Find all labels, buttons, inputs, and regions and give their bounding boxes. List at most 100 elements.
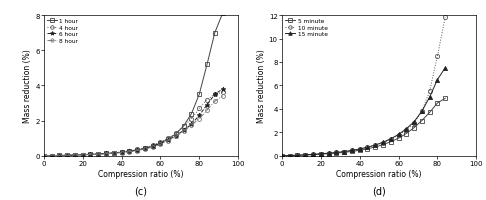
10 minute bbox=[279, 155, 285, 157]
8 hour bbox=[95, 153, 101, 156]
4 hour bbox=[142, 147, 148, 149]
6 hour bbox=[64, 154, 70, 157]
6 hour bbox=[196, 115, 202, 117]
1 hour bbox=[173, 133, 179, 135]
4 hour bbox=[165, 137, 171, 140]
5 minute bbox=[326, 153, 331, 155]
6 hour bbox=[87, 153, 93, 156]
10 minute bbox=[388, 138, 394, 141]
4 hour bbox=[111, 152, 117, 154]
8 hour bbox=[204, 109, 210, 112]
10 minute bbox=[364, 146, 370, 149]
4 hour bbox=[95, 153, 101, 155]
4 hour bbox=[80, 154, 86, 156]
15 minute bbox=[434, 79, 440, 81]
4 hour bbox=[56, 154, 62, 157]
15 minute bbox=[310, 153, 316, 156]
10 minute bbox=[442, 17, 448, 20]
8 hour bbox=[72, 154, 78, 156]
6 hour bbox=[204, 104, 210, 106]
Y-axis label: Mass reduction (%): Mass reduction (%) bbox=[23, 49, 32, 123]
6 hour bbox=[134, 149, 140, 152]
5 minute bbox=[434, 102, 440, 105]
1 hour bbox=[95, 153, 101, 155]
15 minute bbox=[302, 154, 308, 156]
15 minute bbox=[419, 110, 425, 113]
15 minute bbox=[349, 149, 355, 152]
5 minute bbox=[396, 137, 401, 140]
4 hour bbox=[87, 153, 93, 156]
15 minute bbox=[427, 96, 433, 99]
4 hour bbox=[181, 125, 187, 127]
10 minute bbox=[434, 56, 440, 58]
6 hour bbox=[142, 147, 148, 150]
5 minute bbox=[287, 155, 293, 157]
1 hour bbox=[212, 32, 218, 35]
4 hour bbox=[41, 155, 47, 157]
1 hour bbox=[111, 152, 117, 154]
5 minute bbox=[333, 152, 339, 155]
5 minute bbox=[442, 98, 448, 100]
8 hour bbox=[173, 136, 179, 138]
6 hour bbox=[173, 135, 179, 137]
1 hour bbox=[119, 151, 124, 154]
10 minute bbox=[403, 129, 409, 132]
8 hour bbox=[111, 152, 117, 155]
5 minute bbox=[403, 133, 409, 135]
1 hour bbox=[220, 13, 226, 15]
10 minute bbox=[302, 154, 308, 156]
5 minute bbox=[380, 144, 386, 146]
4 hour bbox=[119, 151, 124, 153]
8 hour bbox=[87, 154, 93, 156]
5 minute bbox=[388, 141, 394, 143]
1 hour bbox=[64, 154, 70, 157]
1 hour bbox=[157, 142, 163, 145]
5 minute bbox=[318, 153, 324, 156]
10 minute bbox=[419, 110, 425, 113]
5 minute bbox=[357, 149, 363, 152]
6 hour bbox=[111, 152, 117, 154]
15 minute bbox=[380, 141, 386, 144]
15 minute bbox=[403, 128, 409, 130]
8 hour bbox=[80, 154, 86, 156]
1 hour bbox=[103, 153, 109, 155]
4 hour bbox=[173, 132, 179, 134]
5 minute bbox=[295, 154, 300, 157]
8 hour bbox=[181, 130, 187, 133]
15 minute bbox=[341, 151, 347, 153]
Y-axis label: Mass reduction (%): Mass reduction (%) bbox=[257, 49, 266, 123]
8 hour bbox=[157, 143, 163, 146]
8 hour bbox=[150, 146, 156, 148]
10 minute bbox=[372, 144, 378, 147]
5 minute bbox=[279, 155, 285, 157]
Text: (c): (c) bbox=[135, 186, 147, 196]
1 hour bbox=[72, 154, 78, 156]
15 minute bbox=[372, 144, 378, 146]
5 minute bbox=[310, 154, 316, 156]
8 hour bbox=[189, 124, 194, 127]
Line: 6 hour: 6 hour bbox=[41, 87, 225, 158]
8 hour bbox=[142, 148, 148, 151]
1 hour bbox=[134, 149, 140, 152]
8 hour bbox=[64, 154, 70, 157]
10 minute bbox=[396, 134, 401, 137]
15 minute bbox=[442, 67, 448, 70]
1 hour bbox=[41, 155, 47, 157]
4 hour bbox=[157, 141, 163, 144]
15 minute bbox=[411, 121, 417, 123]
10 minute bbox=[380, 142, 386, 144]
6 hour bbox=[103, 153, 109, 155]
15 minute bbox=[326, 152, 331, 155]
Line: 8 hour: 8 hour bbox=[42, 95, 225, 158]
15 minute bbox=[279, 155, 285, 157]
Line: 4 hour: 4 hour bbox=[42, 91, 225, 158]
1 hour bbox=[204, 64, 210, 66]
Line: 1 hour: 1 hour bbox=[42, 12, 225, 158]
15 minute bbox=[287, 155, 293, 157]
6 hour bbox=[49, 155, 54, 157]
6 hour bbox=[165, 139, 171, 141]
4 hour bbox=[49, 155, 54, 157]
8 hour bbox=[196, 118, 202, 120]
4 hour bbox=[189, 118, 194, 120]
8 hour bbox=[126, 151, 132, 153]
